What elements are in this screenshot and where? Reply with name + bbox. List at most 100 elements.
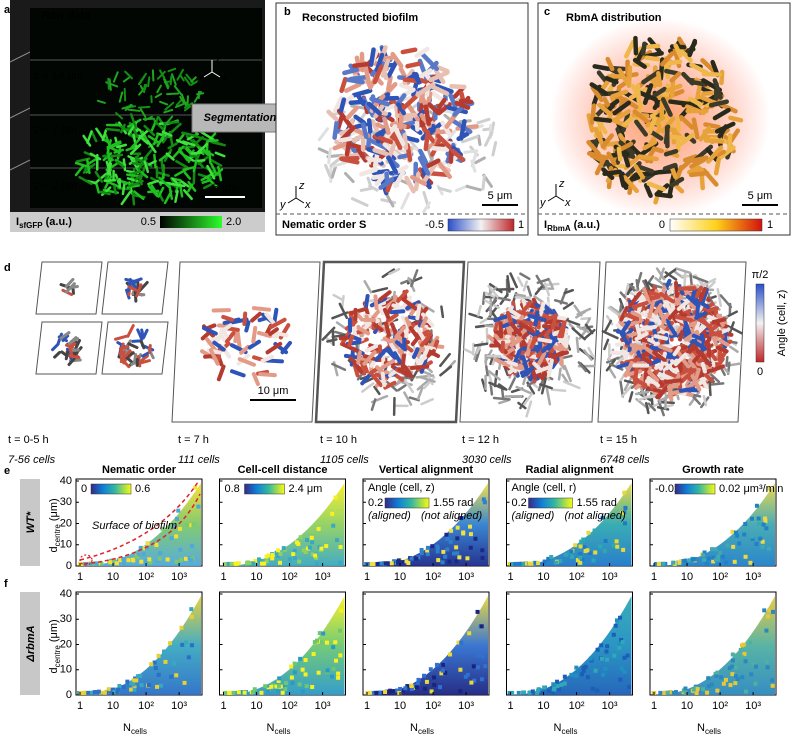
x-tick-label: 1	[364, 571, 370, 583]
heatmap-cell	[765, 665, 770, 670]
cell-rod	[639, 141, 659, 157]
heatmap-cell	[750, 536, 755, 541]
heatmap-cell	[187, 556, 192, 561]
heatmap-cell	[555, 684, 560, 689]
cell-rod	[652, 350, 667, 362]
cell-rod	[373, 294, 379, 310]
heatmap-cell	[455, 525, 460, 530]
cell-rod	[577, 361, 588, 373]
heatmap-cell	[186, 655, 191, 660]
cell-rod	[616, 146, 623, 162]
cell-rod	[386, 75, 393, 92]
cell-rod	[142, 83, 146, 93]
cell-rod	[317, 127, 330, 142]
cell-rod	[137, 105, 151, 109]
heatmap-cell	[314, 561, 319, 566]
cell-rod	[705, 306, 719, 313]
cell-rod	[495, 287, 515, 291]
cell-rod	[347, 142, 366, 151]
heatmap-cell	[303, 672, 308, 677]
colorbar	[674, 483, 716, 495]
cell-rod	[73, 338, 82, 352]
cell-rod	[525, 400, 533, 418]
heatmap-cell	[761, 522, 766, 527]
cell-rod	[537, 337, 553, 344]
cell-rod	[709, 364, 725, 373]
heatmap	[651, 483, 775, 566]
cell-rod	[67, 354, 81, 360]
heatmap-cell	[585, 675, 590, 680]
x-tick-label: 10	[537, 700, 549, 712]
cell-rod	[68, 346, 74, 357]
cell-rod	[669, 127, 683, 139]
heatmap-cell	[444, 532, 449, 537]
heatmap-cell	[578, 544, 583, 549]
cell-rod	[418, 68, 433, 79]
cell-rod	[619, 141, 634, 152]
cell-rod	[458, 119, 467, 141]
heatmap-cell	[263, 684, 268, 689]
cell-rod	[644, 279, 652, 293]
heatmap-cell	[683, 690, 688, 695]
cell-rod	[590, 85, 604, 103]
heatmap-cell	[162, 649, 167, 654]
cell-rod	[667, 308, 679, 321]
heatmap-cell	[249, 560, 254, 565]
cell-rod	[726, 324, 743, 335]
cell-rod	[571, 327, 586, 341]
axis-glyph-label: y	[279, 199, 287, 211]
cell-rod	[382, 116, 391, 135]
cell-rod	[345, 77, 365, 85]
cell-rod	[607, 306, 622, 318]
cell-rod	[373, 134, 394, 145]
x-tick-label: 1	[77, 700, 83, 712]
biofilm-cells	[200, 306, 293, 387]
timepoint: t = 12 h	[462, 434, 499, 446]
heatmap-cell	[465, 556, 470, 561]
cell-rod	[183, 102, 194, 109]
heatmap-cell	[259, 690, 264, 695]
panel-letter: c	[544, 6, 550, 18]
cell-rod	[169, 182, 186, 188]
cell-rod	[107, 77, 110, 90]
x-tick-label: 10	[394, 700, 406, 712]
biofilm-cells	[463, 272, 596, 418]
cell-rod	[517, 401, 527, 410]
cell-rod	[105, 127, 121, 132]
heatmap-cell	[612, 653, 617, 658]
x-tick-label: 10³	[745, 571, 761, 583]
cell-rod	[622, 175, 640, 194]
cell-rod	[673, 352, 688, 367]
cell-rod	[645, 43, 661, 50]
cell-rod	[182, 189, 193, 201]
cell-rod	[729, 345, 739, 353]
cell-rod	[534, 285, 543, 296]
cell-rod	[225, 331, 236, 344]
cell-count: 6748 cells	[600, 454, 650, 466]
cell-rod	[415, 303, 422, 321]
cell-rod	[718, 338, 730, 347]
heatmap-cell	[613, 623, 618, 628]
subscript: cells	[418, 727, 434, 736]
cell-rod	[369, 96, 390, 107]
heatmap-cell	[714, 673, 719, 678]
heatmap-cell	[743, 554, 748, 559]
arrow-label: Segmentation	[204, 112, 277, 124]
heatmap-cell	[448, 539, 453, 544]
cell-count: 111 cells	[178, 454, 220, 466]
x-axis-label: Ncells	[554, 722, 578, 736]
heatmap-cell	[276, 683, 281, 688]
heatmap-cell	[733, 681, 738, 686]
heatmap-cell	[468, 545, 473, 550]
heatmap-cell	[180, 642, 185, 647]
cell-rod	[251, 372, 260, 387]
cell-rod	[168, 183, 174, 200]
heatmap-cell	[310, 540, 315, 545]
cell-rod	[633, 164, 646, 180]
y-tick-label: 40	[60, 475, 72, 487]
heatmap-cell	[756, 521, 761, 526]
cell-rod	[715, 345, 729, 354]
heatmap-cell	[338, 560, 343, 565]
heatmap-cell	[165, 557, 170, 562]
cell-rod	[331, 333, 347, 339]
